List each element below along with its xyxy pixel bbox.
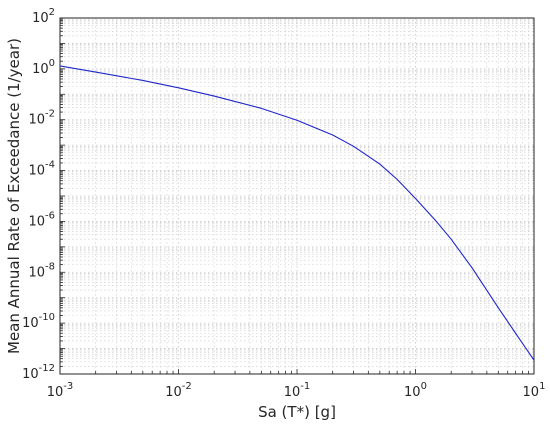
grid: [59, 18, 534, 375]
x-tick-label: 10-1: [284, 381, 311, 400]
y-axis-label: Mean Annual Rate of Exceedance (1/year): [5, 38, 23, 354]
y-tick-label: 102: [32, 7, 55, 26]
x-axis-label: Sa (T*) [g]: [258, 403, 336, 421]
y-tick-label: 10-2: [28, 109, 55, 128]
axis-ticks: [59, 18, 529, 375]
y-tick-label: 10-6: [28, 210, 55, 229]
hazard-curve-line: [59, 65, 535, 361]
tick-labels: 10-3 10-2 10-1 100 101 10-12 10-10 10-8 10-6 10-4…: [22, 7, 545, 400]
x-tick-label: 10-3: [47, 381, 74, 400]
x-tick-label: 10-2: [165, 381, 192, 400]
y-tick-label: 10-12: [22, 363, 55, 382]
y-tick-label: 10-10: [22, 312, 55, 331]
y-tick-label: 10-8: [28, 261, 55, 280]
x-tick-label: 100: [404, 381, 427, 400]
y-tick-label: 10-4: [28, 160, 55, 179]
y-tick-label: 100: [32, 58, 55, 77]
series-layer: [59, 65, 535, 361]
x-tick-label: 101: [523, 381, 546, 400]
